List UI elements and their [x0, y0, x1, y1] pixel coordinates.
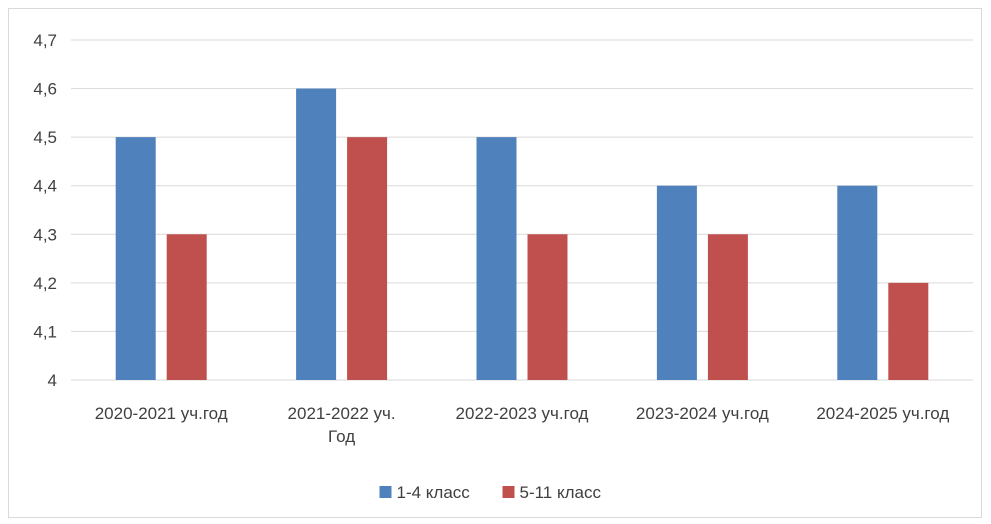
x-axis-category-labels: 2020-2021 уч.год 2021-2022 уч. Год 2022-202… [95, 404, 950, 446]
legend-swatch [502, 486, 515, 498]
legend-item-1: 1-4 класс [379, 483, 471, 502]
x-category-label: 2021-2022 уч. [288, 404, 396, 423]
x-category-label: 2020-2021 уч.год [95, 404, 228, 423]
legend-item-2: 5-11 класс [502, 483, 602, 502]
legend-swatch [379, 486, 392, 498]
bar-series-2 [347, 137, 388, 380]
bar-series-1 [656, 185, 697, 380]
legend-label: 1-4 класс [397, 483, 471, 502]
gridlines [71, 39, 973, 381]
bar-series-2 [166, 234, 207, 380]
y-tick-label: 4,5 [33, 128, 57, 147]
y-tick-label: 4,2 [33, 274, 57, 293]
y-tick-label: 4 [48, 371, 57, 390]
bar-series-2 [527, 234, 568, 380]
bar-series-2 [888, 282, 929, 380]
y-tick-label: 4,4 [33, 177, 57, 196]
x-category-label: 2022-2023 уч.год [456, 404, 589, 423]
y-tick-label: 4,1 [33, 322, 57, 341]
y-tick-label: 4,3 [33, 225, 57, 244]
x-category-label: 2024-2025 уч.год [816, 404, 949, 423]
x-category-label: Год [328, 427, 355, 446]
legend: 1-4 класс 5-11 класс [379, 483, 602, 502]
y-axis-tick-labels: 4 4,1 4,2 4,3 4,4 4,5 4,6 4,7 [33, 31, 57, 390]
bar-series-1 [115, 137, 156, 380]
bar-series-1 [296, 88, 337, 381]
y-tick-label: 4,7 [33, 31, 57, 50]
x-category-label: 2023-2024 уч.год [636, 404, 769, 423]
bar-series-1 [837, 185, 878, 380]
bar-series-2 [707, 234, 748, 380]
y-tick-label: 4,6 [33, 80, 57, 99]
bar-series-1 [476, 137, 517, 380]
bars [115, 88, 929, 381]
legend-label: 5-11 класс [520, 483, 602, 502]
